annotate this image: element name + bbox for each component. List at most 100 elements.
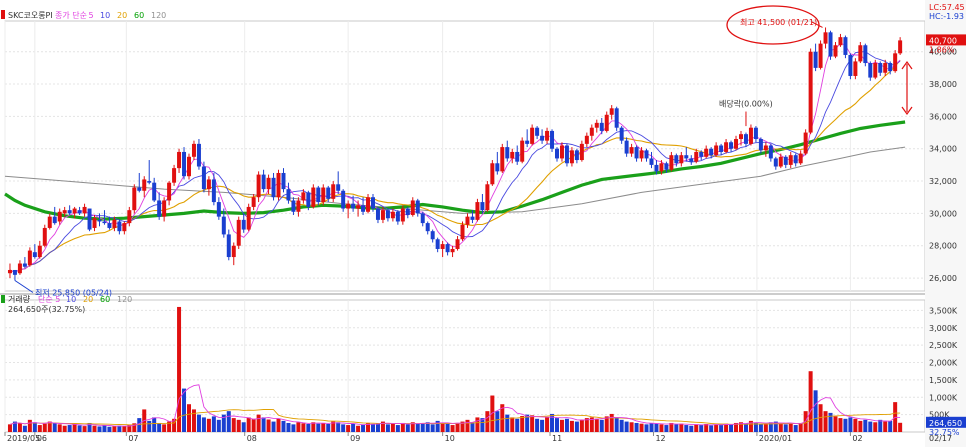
candle-body[interactable] [341, 190, 346, 209]
candle-body[interactable] [77, 210, 82, 214]
volume-bar[interactable] [167, 421, 172, 432]
candle-body[interactable] [763, 145, 768, 151]
volume-bar[interactable] [112, 426, 117, 432]
candle-body[interactable] [659, 163, 664, 172]
volume-bar[interactable] [27, 419, 32, 432]
volume-bar[interactable] [87, 422, 92, 432]
candle-body[interactable] [828, 32, 833, 57]
candle-body[interactable] [187, 156, 191, 177]
candle-body[interactable] [211, 179, 216, 203]
volume-bar[interactable] [321, 422, 326, 432]
volume-bar[interactable] [37, 425, 42, 432]
volume-bar[interactable] [510, 417, 515, 432]
candle-body[interactable] [57, 211, 62, 222]
volume-bar[interactable] [306, 424, 311, 432]
volume-bar[interactable] [724, 423, 729, 432]
candle-body[interactable] [589, 127, 594, 136]
volume-bar[interactable] [137, 418, 142, 432]
candle-body[interactable] [316, 187, 321, 203]
candle-body[interactable] [684, 155, 689, 159]
candle-body[interactable] [714, 145, 719, 156]
candle-body[interactable] [52, 216, 57, 224]
candle-body[interactable] [445, 244, 450, 253]
candle-body[interactable] [833, 45, 838, 57]
volume-bar[interactable] [734, 422, 739, 432]
volume-bar[interactable] [550, 413, 555, 432]
candle-body[interactable] [162, 200, 167, 217]
volume-bar[interactable] [793, 425, 798, 432]
volume-bar[interactable] [739, 422, 743, 432]
volume-bar[interactable] [271, 421, 276, 432]
candle-body[interactable] [346, 203, 351, 209]
volume-bar[interactable] [336, 422, 341, 432]
candle-body[interactable] [550, 130, 555, 149]
volume-bar[interactable] [122, 426, 127, 432]
candle-body[interactable] [321, 187, 326, 203]
candle-body[interactable] [743, 134, 748, 144]
volume-bar[interactable] [311, 422, 316, 432]
candle-body[interactable] [226, 234, 231, 258]
volume-bar[interactable] [589, 417, 594, 432]
candle-body[interactable] [883, 63, 888, 73]
volume-bar[interactable] [530, 415, 535, 432]
candle-body[interactable] [301, 192, 306, 201]
volume-bar[interactable] [634, 422, 639, 432]
volume-bar[interactable] [545, 417, 550, 432]
candle-body[interactable] [604, 114, 609, 131]
volume-bar[interactable] [201, 417, 206, 432]
candle-body[interactable] [490, 163, 495, 185]
candle-body[interactable] [699, 151, 704, 157]
volume-bar[interactable] [788, 423, 793, 432]
candle-body[interactable] [584, 135, 589, 144]
candle-body[interactable] [768, 145, 773, 159]
candle-body[interactable] [455, 239, 460, 249]
candle-body[interactable] [500, 147, 505, 172]
volume-bar[interactable] [649, 422, 654, 432]
volume-bar[interactable] [177, 306, 182, 432]
candle-body[interactable] [843, 37, 848, 55]
volume-bar[interactable] [102, 425, 107, 432]
candle-body[interactable] [480, 202, 485, 211]
volume-bar[interactable] [22, 425, 27, 432]
volume-bar[interactable] [470, 422, 475, 432]
candle-body[interactable] [440, 244, 445, 249]
candle-body[interactable] [191, 143, 196, 157]
candle-body[interactable] [112, 219, 117, 228]
candle-body[interactable] [450, 248, 455, 253]
candle-body[interactable] [495, 163, 500, 172]
candle-body[interactable] [311, 187, 316, 207]
candle-body[interactable] [266, 177, 271, 190]
candle-body[interactable] [863, 45, 868, 64]
candle-body[interactable] [579, 143, 584, 161]
candle-body[interactable] [704, 148, 709, 157]
volume-bar[interactable] [400, 422, 405, 432]
volume-bar[interactable] [132, 423, 137, 432]
candle-body[interactable] [679, 155, 684, 164]
volume-bar[interactable] [296, 422, 301, 432]
candle-body[interactable] [475, 202, 480, 220]
candle-body[interactable] [62, 210, 67, 214]
volume-bar[interactable] [644, 424, 649, 432]
candle-body[interactable] [858, 45, 863, 62]
candle-body[interactable] [221, 216, 226, 235]
candle-body[interactable] [818, 43, 823, 68]
candle-body[interactable] [669, 155, 674, 170]
candle-body[interactable] [177, 151, 182, 169]
volume-bar[interactable] [629, 422, 634, 432]
candle-body[interactable] [137, 187, 142, 191]
volume-bar[interactable] [525, 414, 530, 432]
volume-bar[interactable] [211, 416, 216, 432]
volume-bar[interactable] [898, 422, 903, 432]
volume-bar[interactable] [778, 422, 783, 432]
candle-body[interactable] [778, 156, 783, 167]
candle-body[interactable] [823, 32, 828, 44]
volume-bar[interactable] [7, 424, 12, 432]
volume-bar[interactable] [614, 418, 619, 432]
candle-body[interactable] [798, 153, 803, 164]
volume-bar[interactable] [32, 422, 37, 432]
volume-bar[interactable] [863, 419, 868, 432]
volume-bar[interactable] [540, 419, 545, 432]
volume-bar[interactable] [361, 424, 366, 432]
candle-body[interactable] [783, 156, 788, 165]
